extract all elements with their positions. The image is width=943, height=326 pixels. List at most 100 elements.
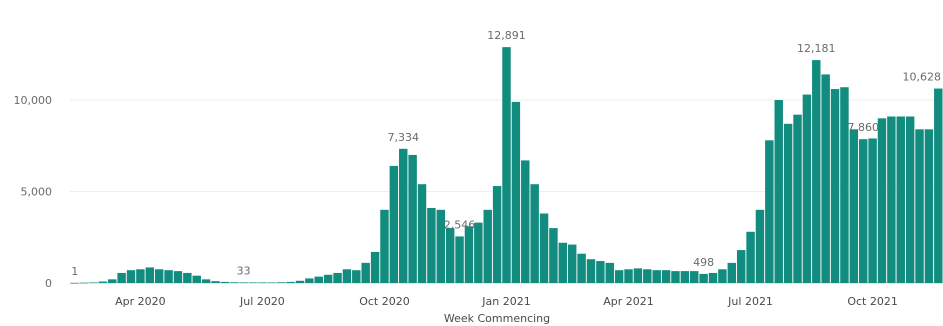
bar[interactable] (718, 269, 727, 283)
bar[interactable] (323, 274, 333, 283)
bar[interactable] (389, 165, 399, 283)
bar[interactable] (558, 242, 568, 283)
bar[interactable] (436, 209, 446, 283)
bar[interactable] (455, 236, 464, 283)
data-label: 7,860 (847, 121, 879, 134)
bar[interactable] (211, 281, 220, 283)
bar[interactable] (483, 209, 492, 283)
data-label: 7,334 (387, 131, 419, 144)
bar[interactable] (727, 262, 737, 283)
bar[interactable] (98, 281, 108, 283)
bar[interactable] (286, 281, 295, 283)
bar[interactable] (812, 60, 821, 283)
bar[interactable] (671, 271, 680, 283)
bar[interactable] (108, 279, 117, 283)
bar[interactable] (267, 282, 277, 284)
bar[interactable] (239, 282, 248, 283)
bar[interactable] (614, 270, 624, 283)
bar[interactable] (877, 118, 887, 283)
bar[interactable] (530, 184, 539, 283)
bar[interactable] (417, 184, 427, 283)
bar[interactable] (201, 279, 211, 283)
bar[interactable] (173, 271, 183, 283)
bar[interactable] (164, 270, 173, 283)
bar[interactable] (70, 282, 79, 284)
bar[interactable] (783, 123, 793, 283)
x-axis-title: Week Commencing (444, 312, 550, 325)
bar[interactable] (361, 262, 370, 283)
bar[interactable] (183, 272, 192, 283)
bar[interactable] (305, 278, 314, 283)
bar[interactable] (605, 262, 614, 283)
bar[interactable] (333, 272, 342, 283)
bar[interactable] (661, 270, 671, 283)
data-label: 33 (237, 264, 251, 277)
bar[interactable] (380, 209, 389, 283)
bar[interactable] (633, 268, 643, 283)
bar[interactable] (521, 160, 530, 283)
bar[interactable] (755, 209, 765, 283)
bar[interactable] (230, 282, 239, 283)
bar[interactable] (342, 269, 352, 283)
bar[interactable] (408, 154, 417, 283)
bar[interactable] (314, 276, 323, 283)
bar[interactable] (699, 273, 708, 283)
bar[interactable] (643, 269, 652, 283)
bar[interactable] (126, 270, 136, 283)
bar[interactable] (736, 250, 746, 283)
bar[interactable] (352, 270, 361, 283)
bar[interactable] (577, 253, 586, 283)
bar[interactable] (793, 114, 802, 283)
bar[interactable] (624, 269, 633, 283)
bar[interactable] (746, 231, 755, 283)
bar[interactable] (79, 282, 89, 284)
bar[interactable] (868, 138, 877, 283)
bar[interactable] (445, 228, 455, 283)
bar[interactable] (248, 282, 258, 284)
bar[interactable] (192, 275, 201, 283)
data-labels: 1 33 7,334 2,546 12,891 498 12,181 7,860 10,628 (71, 29, 941, 278)
bar[interactable] (774, 100, 783, 283)
bar[interactable] (765, 140, 774, 283)
bar[interactable] (896, 116, 905, 284)
bar[interactable] (549, 228, 558, 283)
bar[interactable] (840, 87, 849, 283)
bar[interactable] (830, 89, 840, 283)
bar[interactable] (905, 116, 915, 284)
bar[interactable] (474, 222, 483, 283)
bar[interactable] (539, 213, 549, 283)
bar[interactable] (492, 186, 502, 283)
bar[interactable] (220, 281, 230, 283)
bar[interactable] (145, 267, 155, 283)
bar[interactable] (154, 269, 164, 283)
bar[interactable] (370, 251, 380, 283)
data-label: 498 (693, 256, 714, 269)
bar[interactable] (258, 282, 267, 284)
bar[interactable] (295, 280, 305, 283)
bar[interactable] (858, 139, 868, 283)
bar[interactable] (924, 129, 934, 283)
bar[interactable] (136, 269, 145, 283)
bar[interactable] (915, 129, 924, 283)
bar[interactable] (849, 129, 859, 283)
bar[interactable] (596, 261, 605, 283)
bar[interactable] (680, 271, 690, 283)
bar[interactable] (934, 88, 943, 283)
bar[interactable] (427, 207, 436, 283)
bar[interactable] (652, 270, 661, 283)
bar[interactable] (399, 148, 408, 283)
bar[interactable] (708, 272, 718, 283)
bar[interactable] (276, 282, 286, 283)
bar[interactable] (586, 259, 596, 283)
y-axis: 0 5,000 10,000 (14, 94, 53, 290)
bar[interactable] (464, 226, 474, 283)
bar[interactable] (511, 101, 521, 284)
bar[interactable] (117, 272, 126, 283)
bar[interactable] (89, 282, 98, 284)
bar[interactable] (502, 47, 511, 283)
bar[interactable] (821, 74, 830, 283)
bar[interactable] (567, 244, 577, 283)
bar[interactable] (887, 116, 896, 284)
bar[interactable] (690, 271, 699, 283)
bar[interactable] (802, 94, 812, 283)
